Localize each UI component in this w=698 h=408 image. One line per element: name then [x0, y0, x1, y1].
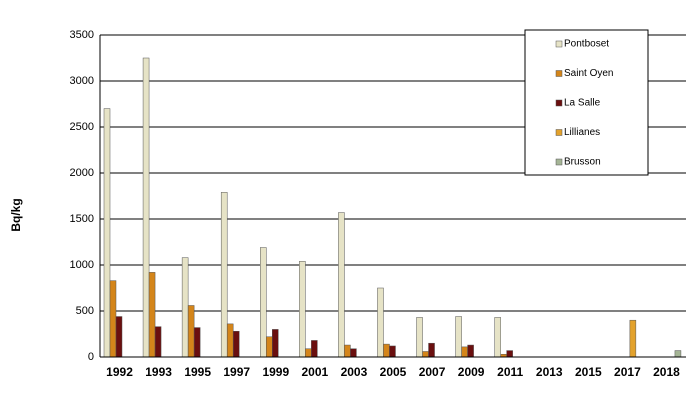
legend-swatch — [555, 129, 563, 136]
y-tick-label: 0 — [88, 351, 94, 363]
x-tick-label: 1993 — [145, 365, 172, 379]
x-tick-label: 2013 — [536, 365, 563, 379]
y-tick-label: 1500 — [70, 213, 94, 225]
bar — [338, 212, 345, 358]
bar — [344, 344, 351, 358]
x-tick-label: 2007 — [419, 365, 446, 379]
legend-swatch — [555, 99, 563, 107]
bar — [187, 305, 195, 358]
y-tick-label: 2000 — [70, 167, 94, 179]
legend-swatch — [555, 70, 563, 77]
legend-swatch — [555, 158, 563, 166]
bar — [416, 317, 423, 358]
legend-label: Brusson — [564, 157, 601, 168]
bar — [383, 343, 390, 358]
bar — [311, 340, 318, 358]
y-tick-label: 3500 — [70, 29, 94, 41]
bar — [350, 348, 357, 358]
bar — [220, 192, 228, 358]
x-tick-label: 2018 — [653, 365, 680, 379]
legend-box — [524, 29, 649, 176]
bar — [506, 350, 513, 358]
x-tick-label: 2003 — [341, 365, 368, 379]
y-axis-label: Bq/kg — [9, 198, 23, 231]
bar — [109, 280, 117, 358]
bar — [428, 342, 435, 358]
bar — [266, 336, 273, 358]
bar — [461, 346, 468, 358]
bar — [455, 316, 462, 358]
x-tick-label: 1999 — [262, 365, 289, 379]
x-tick-label: 2011 — [497, 365, 523, 379]
bar — [142, 57, 150, 358]
legend-label: Saint Oyen — [564, 68, 613, 79]
bar — [389, 345, 396, 358]
bar — [377, 287, 384, 358]
bar — [103, 108, 111, 358]
y-tick-label: 1000 — [70, 259, 94, 271]
bar — [422, 351, 429, 358]
legend-swatch — [555, 40, 563, 48]
legend-label: Lillianes — [564, 127, 600, 138]
y-tick-label: 500 — [76, 305, 94, 317]
x-tick-label: 2015 — [575, 365, 602, 379]
x-tick-label: 1995 — [184, 365, 211, 379]
x-tick-label: 2005 — [380, 365, 407, 379]
bar — [272, 329, 279, 358]
bar — [181, 257, 189, 358]
legend-label: Pontboset — [564, 39, 609, 50]
bar — [226, 323, 234, 358]
bar — [115, 316, 123, 358]
bar — [494, 317, 501, 358]
x-tick-label: 2009 — [458, 365, 485, 379]
x-tick-label: 2001 — [302, 365, 329, 379]
bar — [148, 272, 156, 358]
y-tick-label: 3000 — [70, 75, 94, 87]
x-tick-label: 1997 — [223, 365, 250, 379]
bar — [193, 327, 201, 358]
bar — [629, 319, 637, 358]
bar — [674, 350, 682, 358]
bar — [299, 261, 306, 358]
legend-label: La Salle — [564, 98, 601, 109]
bar — [232, 330, 240, 358]
bar — [260, 247, 267, 358]
bar — [467, 344, 474, 358]
bar — [305, 348, 312, 358]
x-tick-label: 2017 — [614, 365, 641, 379]
x-tick-label: 1992 — [106, 365, 133, 379]
bar — [154, 326, 162, 358]
y-tick-label: 2500 — [70, 121, 94, 133]
